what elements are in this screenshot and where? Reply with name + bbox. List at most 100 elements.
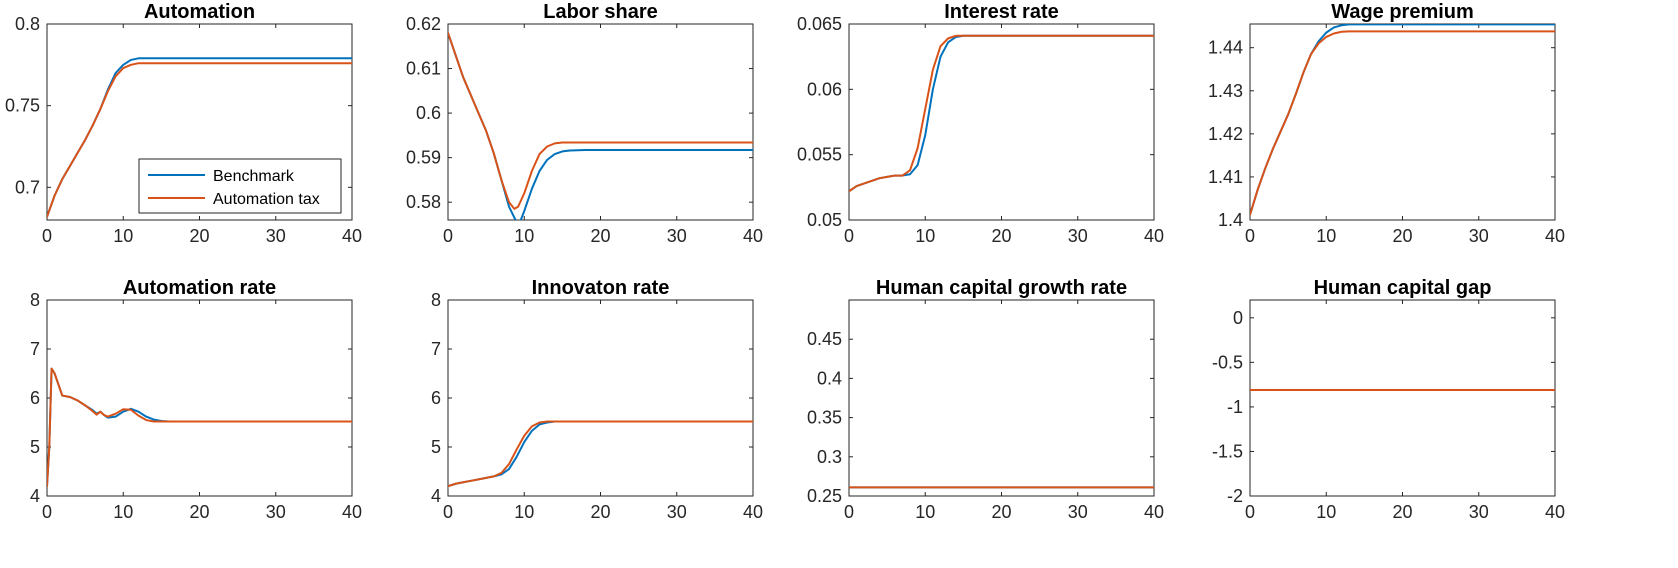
chart-title: Labor share bbox=[543, 1, 657, 23]
y-tick-label: 1.41 bbox=[1208, 167, 1243, 187]
series-line-automation-tax bbox=[448, 31, 753, 210]
legend-label: Benchmark bbox=[213, 168, 295, 185]
y-tick-label: 4 bbox=[30, 486, 40, 506]
y-tick-label: 0.055 bbox=[797, 145, 842, 165]
y-tick-label: -2 bbox=[1227, 486, 1243, 506]
x-tick-label: 0 bbox=[443, 226, 453, 246]
series-line-automation-tax bbox=[849, 34, 1154, 193]
y-tick-label: -1.5 bbox=[1212, 441, 1243, 461]
chart-title: Human capital growth rate bbox=[876, 277, 1127, 299]
x-tick-label: 30 bbox=[1068, 502, 1088, 522]
y-tick-label: 0.59 bbox=[406, 148, 441, 168]
axes-box bbox=[848, 23, 1155, 221]
y-tick-label: 0.8 bbox=[15, 14, 40, 34]
y-tick-label: 0.3 bbox=[817, 447, 842, 467]
series-line-automation-tax bbox=[1250, 30, 1555, 216]
series-line-automation-tax bbox=[47, 367, 352, 488]
y-tick-label: 0.7 bbox=[15, 177, 40, 197]
y-tick-label: 0.065 bbox=[797, 14, 842, 34]
x-tick-label: 0 bbox=[42, 226, 52, 246]
y-tick-label: 6 bbox=[431, 388, 441, 408]
y-tick-label: 0.61 bbox=[406, 59, 441, 79]
y-tick-label: 0.6 bbox=[416, 103, 441, 123]
x-tick-label: 10 bbox=[113, 502, 133, 522]
series-line-benchmark bbox=[448, 31, 753, 220]
x-tick-label: 10 bbox=[915, 226, 935, 246]
series-line-automation-tax bbox=[47, 62, 352, 218]
y-tick-label: 7 bbox=[30, 339, 40, 359]
y-tick-label: 0.45 bbox=[807, 329, 842, 349]
x-tick-label: 20 bbox=[590, 226, 610, 246]
y-tick-label: 7 bbox=[431, 339, 441, 359]
x-tick-label: 20 bbox=[1392, 502, 1412, 522]
x-tick-label: 0 bbox=[1245, 502, 1255, 522]
x-tick-label: 30 bbox=[266, 502, 286, 522]
y-tick-label: 0.05 bbox=[807, 210, 842, 230]
subplot-4: Wage premium 0 10 20 30 40 1.4 1.41 1.42 1.43 1.44 bbox=[1208, 1, 1565, 246]
y-tick-label: 0.06 bbox=[807, 79, 842, 99]
x-tick-label: 10 bbox=[514, 226, 534, 246]
x-tick-label: 40 bbox=[1545, 226, 1565, 246]
subplot-3: Interest rate 0 10 20 30 40 0.05 0.055 0.06 0.065 bbox=[797, 1, 1164, 246]
x-tick-label: 30 bbox=[667, 502, 687, 522]
y-tick-label: 0.35 bbox=[807, 408, 842, 428]
x-tick-label: 10 bbox=[915, 502, 935, 522]
subplot-1: Automation 0 10 20 30 40 0.7 0.75 0.8 Benchmark Au… bbox=[5, 1, 362, 246]
x-tick-label: 40 bbox=[342, 226, 362, 246]
x-tick-label: 20 bbox=[1392, 226, 1412, 246]
series-line-automation-tax bbox=[448, 420, 753, 488]
y-tick-label: 5 bbox=[30, 437, 40, 457]
x-tick-label: 10 bbox=[1316, 502, 1336, 522]
axes-box bbox=[447, 299, 754, 497]
y-tick-label: 0.4 bbox=[817, 368, 842, 388]
y-tick-label: 5 bbox=[431, 437, 441, 457]
x-tick-label: 30 bbox=[1469, 226, 1489, 246]
y-tick-label: 1.44 bbox=[1208, 38, 1243, 58]
x-tick-label: 10 bbox=[113, 226, 133, 246]
y-tick-label: 0 bbox=[1233, 308, 1243, 328]
x-tick-label: 20 bbox=[991, 226, 1011, 246]
y-tick-label: 8 bbox=[30, 290, 40, 310]
subplot-6: Innovaton rate 0 10 20 30 40 4 5 6 7 8 bbox=[431, 277, 763, 522]
axes-box bbox=[447, 23, 754, 221]
y-tick-label: 0.75 bbox=[5, 96, 40, 116]
y-tick-label: 0.58 bbox=[406, 192, 441, 212]
x-tick-label: 40 bbox=[1144, 226, 1164, 246]
subplot-8: Human capital gap 0 10 20 30 40 -2 -1.5 -1 -0.5 0 bbox=[1212, 277, 1565, 522]
series-line-benchmark bbox=[1250, 24, 1555, 216]
x-tick-label: 30 bbox=[266, 226, 286, 246]
chart-title: Interest rate bbox=[944, 1, 1059, 23]
chart-title: Automation rate bbox=[123, 277, 276, 299]
y-tick-label: 4 bbox=[431, 486, 441, 506]
x-tick-label: 0 bbox=[844, 226, 854, 246]
y-tick-label: 1.42 bbox=[1208, 124, 1243, 144]
x-tick-label: 40 bbox=[342, 502, 362, 522]
x-tick-label: 10 bbox=[514, 502, 534, 522]
x-tick-label: 10 bbox=[1316, 226, 1336, 246]
subplot-5: Automation rate 0 10 20 30 40 4 5 6 7 8 bbox=[30, 277, 362, 522]
subplot-7: Human capital growth rate 0 10 20 30 40 0.25 0.… bbox=[807, 277, 1164, 522]
x-tick-label: 30 bbox=[667, 226, 687, 246]
axes-box bbox=[848, 299, 1155, 497]
x-tick-label: 0 bbox=[844, 502, 854, 522]
series-line-benchmark bbox=[47, 367, 352, 488]
legend-box bbox=[138, 158, 342, 214]
chart-title: Automation bbox=[144, 1, 255, 23]
chart-title: Human capital gap bbox=[1314, 277, 1492, 299]
x-tick-label: 20 bbox=[189, 502, 209, 522]
y-tick-label: 8 bbox=[431, 290, 441, 310]
x-tick-label: 40 bbox=[743, 502, 763, 522]
x-tick-label: 30 bbox=[1068, 226, 1088, 246]
legend: Benchmark Automation tax bbox=[138, 158, 342, 214]
chart-title: Innovaton rate bbox=[532, 277, 670, 299]
x-tick-label: 0 bbox=[443, 502, 453, 522]
x-tick-label: 20 bbox=[189, 226, 209, 246]
x-tick-label: 20 bbox=[590, 502, 610, 522]
axes-box bbox=[46, 299, 353, 497]
x-tick-label: 40 bbox=[1545, 502, 1565, 522]
x-tick-label: 40 bbox=[743, 226, 763, 246]
y-tick-label: 6 bbox=[30, 388, 40, 408]
y-tick-label: -0.5 bbox=[1212, 352, 1243, 372]
